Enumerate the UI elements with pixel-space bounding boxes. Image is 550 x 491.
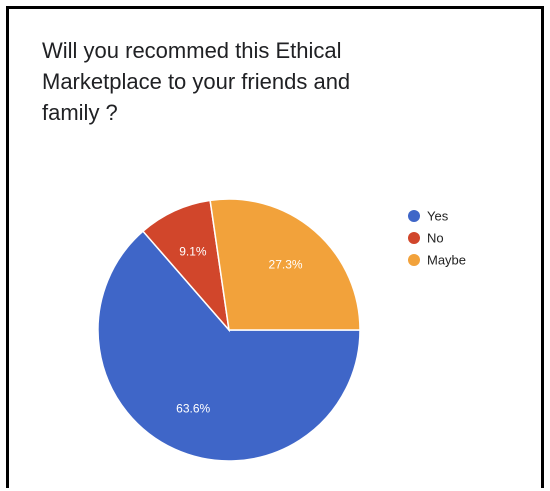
chart-card: Will you recommed this Ethical Marketpla… — [6, 6, 544, 488]
pie-slice-labels: 63.6% 9.1% 27.3% — [176, 244, 303, 415]
legend-label-maybe: Maybe — [427, 253, 466, 268]
slice-label-yes: 63.6% — [176, 402, 210, 416]
pie-slice-maybe — [209, 198, 361, 331]
chart-title-line-2: Marketplace to your friends and — [42, 69, 351, 94]
legend-swatch-maybe — [408, 254, 420, 266]
pie-slice-yes — [97, 230, 361, 462]
slice-label-maybe: 27.3% — [269, 258, 303, 272]
chart-title-line-1: Will you recommed this Ethical — [42, 38, 342, 63]
chart-title: Will you recommed this Ethical Marketpla… — [42, 35, 422, 128]
legend-label-yes: Yes — [427, 209, 449, 224]
legend-swatch-yes — [408, 210, 420, 222]
pie-chart: 63.6% 9.1% 27.3% Yes No Maybe — [97, 198, 466, 462]
legend-label-no: No — [427, 231, 444, 246]
slice-label-no: 9.1% — [179, 244, 207, 258]
chart-title-line-3: family ? — [42, 100, 118, 125]
legend-swatch-no — [408, 232, 420, 244]
pie-slices — [97, 198, 361, 462]
chart-legend: Yes No Maybe — [408, 209, 466, 268]
